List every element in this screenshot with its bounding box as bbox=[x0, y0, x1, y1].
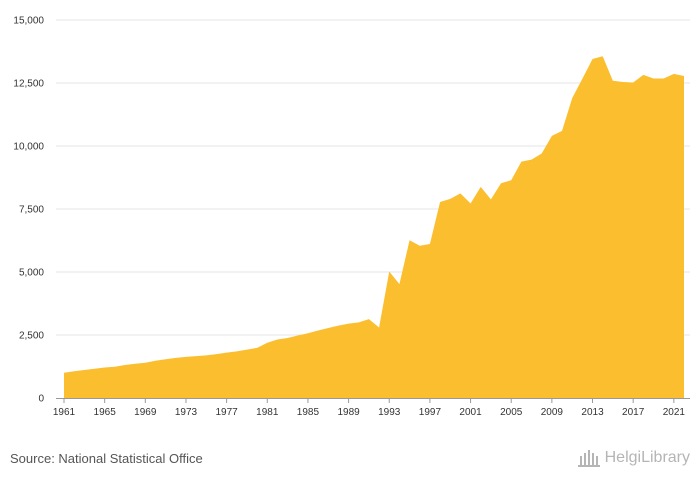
data-point[interactable] bbox=[671, 71, 676, 76]
data-point[interactable] bbox=[631, 80, 636, 85]
data-point[interactable] bbox=[570, 96, 575, 101]
y-tick-label: 0 bbox=[38, 394, 44, 405]
data-point[interactable] bbox=[102, 365, 107, 370]
data-point[interactable] bbox=[651, 76, 656, 81]
data-point[interactable] bbox=[387, 269, 392, 274]
data-point[interactable] bbox=[326, 325, 331, 330]
x-tick-label: 1961 bbox=[53, 407, 76, 418]
data-point[interactable] bbox=[549, 133, 554, 138]
data-point[interactable] bbox=[72, 369, 77, 374]
data-point[interactable] bbox=[82, 368, 87, 373]
data-point[interactable] bbox=[600, 54, 605, 59]
x-tick-label: 1973 bbox=[175, 407, 198, 418]
data-point[interactable] bbox=[133, 361, 138, 366]
data-point[interactable] bbox=[590, 57, 595, 62]
x-tick-label: 1977 bbox=[215, 407, 238, 418]
x-tick-label: 2017 bbox=[622, 407, 645, 418]
data-point[interactable] bbox=[122, 362, 127, 367]
data-point[interactable] bbox=[621, 79, 626, 84]
data-point[interactable] bbox=[397, 282, 402, 287]
x-tick-label: 1993 bbox=[378, 407, 401, 418]
data-point[interactable] bbox=[529, 157, 534, 162]
x-axis-ticks: 1961 1965 1969 1973 1977 1981 1985 1989 1993 1997… bbox=[53, 398, 686, 418]
data-point[interactable] bbox=[92, 366, 97, 371]
data-point[interactable] bbox=[417, 243, 422, 248]
brand-logo: HelgiLibrary bbox=[577, 448, 690, 468]
x-tick-label: 2009 bbox=[541, 407, 564, 418]
data-point[interactable] bbox=[112, 364, 117, 369]
data-point[interactable] bbox=[539, 151, 544, 156]
x-tick-label: 1969 bbox=[134, 407, 157, 418]
brand-name: HelgiLibrary bbox=[604, 449, 690, 466]
data-point[interactable] bbox=[438, 199, 443, 204]
data-point[interactable] bbox=[336, 323, 341, 328]
data-point[interactable] bbox=[255, 345, 260, 350]
x-tick-label: 2001 bbox=[459, 407, 482, 418]
data-point[interactable] bbox=[316, 328, 321, 333]
x-tick-label: 2013 bbox=[581, 407, 604, 418]
data-point[interactable] bbox=[499, 181, 504, 186]
data-point[interactable] bbox=[224, 350, 229, 355]
data-point[interactable] bbox=[346, 321, 351, 326]
data-point[interactable] bbox=[560, 128, 565, 133]
data-point[interactable] bbox=[305, 331, 310, 336]
x-tick-label: 2005 bbox=[500, 407, 523, 418]
y-tick-label: 5,000 bbox=[19, 268, 44, 279]
data-point[interactable] bbox=[509, 178, 514, 183]
data-point[interactable] bbox=[580, 76, 585, 81]
data-point[interactable] bbox=[163, 357, 168, 362]
area-series bbox=[62, 54, 687, 399]
x-tick-label: 2021 bbox=[663, 407, 686, 418]
data-point[interactable] bbox=[519, 159, 524, 164]
x-tick-label: 1989 bbox=[337, 407, 360, 418]
data-point[interactable] bbox=[366, 317, 371, 322]
data-point[interactable] bbox=[488, 197, 493, 202]
data-point[interactable] bbox=[62, 370, 67, 375]
data-point[interactable] bbox=[143, 360, 148, 365]
data-point[interactable] bbox=[682, 73, 687, 78]
y-axis-tick-labels: 0 2,500 5,000 7,500 10,000 12,500 15,000 bbox=[13, 16, 44, 405]
data-point[interactable] bbox=[458, 191, 463, 196]
data-point[interactable] bbox=[275, 337, 280, 342]
data-point[interactable] bbox=[427, 242, 432, 247]
x-tick-label: 1985 bbox=[297, 407, 320, 418]
data-point[interactable] bbox=[377, 325, 382, 330]
data-point[interactable] bbox=[204, 353, 209, 358]
y-tick-label: 7,500 bbox=[19, 205, 44, 216]
data-point[interactable] bbox=[407, 238, 412, 243]
data-point[interactable] bbox=[265, 340, 270, 345]
data-point[interactable] bbox=[285, 336, 290, 341]
data-point[interactable] bbox=[244, 347, 249, 352]
y-tick-label: 10,000 bbox=[13, 142, 44, 153]
library-building-icon bbox=[577, 448, 601, 468]
area-fill bbox=[64, 56, 684, 399]
y-tick-label: 2,500 bbox=[19, 331, 44, 342]
data-point[interactable] bbox=[234, 349, 239, 354]
data-point[interactable] bbox=[468, 201, 473, 206]
data-point[interactable] bbox=[194, 354, 199, 359]
data-point[interactable] bbox=[641, 72, 646, 77]
x-tick-label: 1981 bbox=[256, 407, 279, 418]
y-tick-label: 15,000 bbox=[13, 16, 44, 27]
data-point[interactable] bbox=[183, 354, 188, 359]
data-point[interactable] bbox=[661, 76, 666, 81]
data-point[interactable] bbox=[153, 358, 158, 363]
source-note: Source: National Statistical Office bbox=[10, 451, 203, 466]
data-point[interactable] bbox=[214, 352, 219, 357]
data-point[interactable] bbox=[295, 333, 300, 338]
data-point[interactable] bbox=[356, 320, 361, 325]
data-point[interactable] bbox=[448, 196, 453, 201]
x-tick-label: 1997 bbox=[419, 407, 442, 418]
data-point[interactable] bbox=[478, 184, 483, 189]
x-tick-label: 1965 bbox=[94, 407, 117, 418]
data-point[interactable] bbox=[610, 78, 615, 83]
footer: Source: National Statistical Office Helg… bbox=[0, 440, 700, 483]
data-point[interactable] bbox=[173, 355, 178, 360]
y-tick-label: 12,500 bbox=[13, 79, 44, 90]
